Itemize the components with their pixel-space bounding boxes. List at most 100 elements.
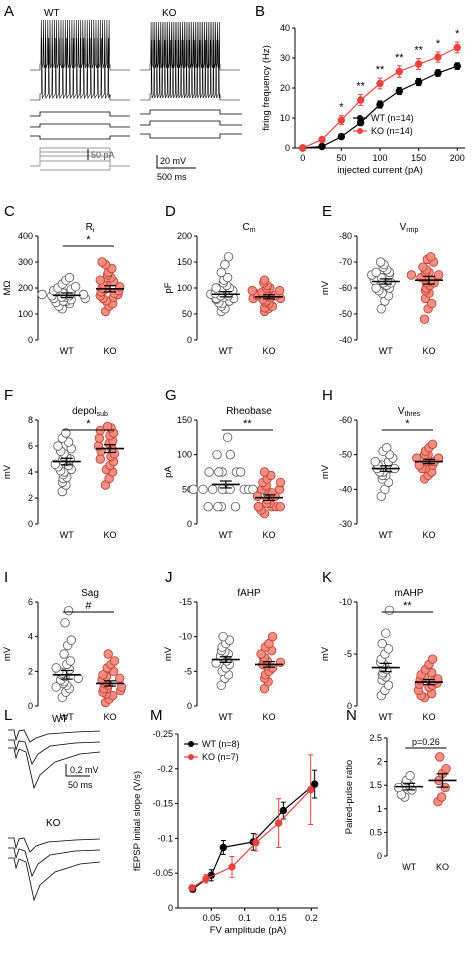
category-label-wt: WT	[219, 712, 233, 722]
legend-label: KO (n=7)	[202, 752, 239, 762]
data-point	[37, 289, 47, 300]
data-point	[267, 631, 278, 642]
x-axis-label: FV amplitude (pA)	[210, 925, 287, 936]
legend-marker	[188, 741, 194, 747]
data-point	[384, 605, 395, 616]
panel-letter-f: F	[4, 387, 13, 404]
y-tick-label: 100	[177, 283, 192, 293]
data-point	[109, 656, 120, 666]
data-point	[275, 501, 286, 512]
data-point	[427, 439, 438, 449]
y-tick-label: 20	[280, 83, 290, 93]
category-label-ko: KO	[262, 712, 275, 722]
category-label-wt: WT	[402, 862, 416, 872]
data-point	[259, 467, 270, 477]
x-tick-label: 0.15	[269, 913, 287, 923]
wt-rheobase-trace	[30, 37, 130, 101]
data-point	[53, 441, 63, 451]
data-point	[116, 682, 127, 692]
data-point	[371, 283, 381, 293]
ko-spike-train-trace	[140, 21, 240, 71]
data-point	[202, 875, 210, 883]
x-tick-label: 0.05	[203, 913, 221, 923]
y-tick-label: 4	[28, 467, 33, 477]
category-label-wt: WT	[60, 346, 74, 356]
data-point	[356, 96, 365, 104]
data-point	[382, 443, 392, 453]
x-tick-label: 150	[411, 153, 426, 163]
ko-subthreshold-trace-1	[140, 109, 242, 115]
data-point	[318, 135, 326, 144]
data-point	[225, 484, 235, 495]
y-tick-label: 2	[28, 666, 33, 676]
data-point	[219, 843, 228, 852]
significance-label: **	[414, 45, 423, 57]
significance-label: *	[455, 28, 460, 40]
chart-title: Rheobase	[226, 406, 272, 417]
data-point	[453, 43, 461, 52]
panel-letter-k: K	[322, 569, 332, 586]
significance-label: *	[405, 418, 410, 430]
legend-marker	[188, 754, 194, 760]
data-point	[114, 673, 125, 683]
y-tick-label: 1	[377, 804, 382, 814]
x-tick-label: 100	[372, 153, 387, 163]
category-label-wt: WT	[219, 530, 233, 540]
data-point	[426, 252, 436, 262]
significance-label: *	[339, 102, 344, 114]
panel-i: I Sag 0 2 4 6 mV WT KO #	[2, 569, 127, 722]
x-axis-label: injected current (pA)	[337, 165, 423, 176]
y-tick-label: 0	[28, 335, 33, 345]
category-label-ko: KO	[103, 346, 116, 356]
data-point	[414, 60, 423, 68]
y-tick-label: 0	[347, 701, 352, 711]
panel-letter-g: G	[165, 387, 177, 404]
y-tick-label: -70	[339, 257, 352, 267]
y-axis-label: Paired-pulse ratio	[344, 760, 355, 834]
data-point	[441, 763, 451, 774]
y-tick-label: 8	[28, 415, 33, 425]
y-axis-label: mV	[2, 464, 13, 479]
wt-subthreshold-trace-2	[30, 123, 130, 128]
data-point	[299, 144, 307, 152]
data-point	[223, 252, 234, 262]
y-tick-label: -50	[339, 309, 352, 319]
y-tick-label: 1.5	[369, 780, 382, 790]
category-label-ko: KO	[422, 530, 435, 540]
data-point	[377, 638, 387, 649]
panel-e: E Vrmp -40 -50 -60 -70 -80 mV WT KO	[320, 203, 444, 356]
data-point	[203, 501, 213, 512]
data-point	[383, 680, 394, 690]
panel-letter-m: M	[150, 707, 163, 724]
data-point	[211, 283, 221, 293]
data-point	[310, 780, 319, 788]
y-tick-label: -0.25	[152, 729, 173, 739]
data-point	[252, 838, 260, 847]
y-tick-label: -15	[179, 597, 192, 607]
y-tick-label: 0.5	[369, 827, 382, 837]
trace-label-wt-l: WT	[52, 714, 68, 725]
data-point	[434, 53, 442, 61]
category-label-wt: WT	[379, 346, 393, 356]
data-point	[256, 649, 266, 659]
data-point	[376, 304, 387, 314]
data-point	[51, 663, 61, 673]
trace-label-ko: KO	[162, 8, 177, 19]
data-point	[222, 432, 233, 443]
data-point	[433, 453, 444, 463]
panel-a-traces: A WT KO 50 pA 20 mV 500 ms	[4, 3, 242, 182]
y-axis-label: pA	[163, 466, 174, 478]
data-point	[64, 272, 75, 283]
y-axis-label: mV	[163, 646, 174, 661]
data-point	[225, 449, 236, 460]
data-point	[419, 314, 430, 324]
y-tick-label: -0.2	[157, 764, 173, 774]
wt-hyperpolarizing-trace	[30, 135, 130, 140]
data-point	[60, 618, 70, 628]
chart-title: depolsub	[72, 406, 108, 418]
significance-label: *	[436, 38, 441, 50]
data-point	[375, 257, 386, 267]
category-label-ko: KO	[103, 530, 116, 540]
